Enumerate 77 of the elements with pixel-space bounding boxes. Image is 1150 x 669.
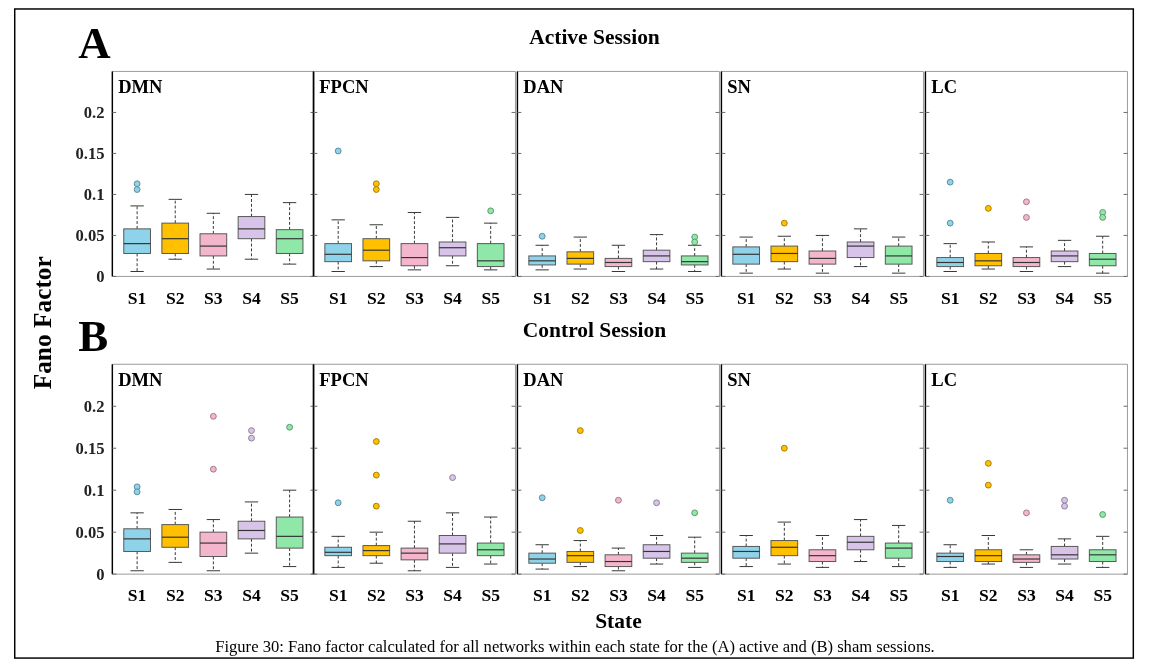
x-tick-label: S5	[1093, 287, 1113, 308]
y-axis-title: Fano Factor	[27, 256, 56, 390]
x-tick-label: S1	[940, 585, 960, 606]
x-tick-label: S1	[532, 585, 552, 606]
y-tick-label: 0.2	[83, 103, 105, 123]
text: Active Session	[529, 25, 660, 50]
x-tick-label: S1	[940, 287, 960, 308]
x-tick-label: S2	[367, 585, 386, 606]
y-tick-label: 0.15	[75, 439, 105, 459]
x-tick-label: S3	[204, 585, 223, 606]
x-tick-label: S1	[127, 585, 147, 606]
chart-title: DMN	[118, 368, 164, 390]
chart-title: LC	[931, 75, 958, 97]
x-tick-label: S5	[685, 585, 705, 606]
x-tick-label: S4	[443, 585, 463, 606]
chart-title: DAN	[523, 368, 565, 390]
x-tick-label: S2	[979, 287, 998, 308]
chart-title: SN	[727, 368, 752, 390]
chart-title: DAN	[523, 75, 565, 97]
x-tick-label: S4	[851, 585, 871, 606]
x-tick-label: S5	[481, 585, 501, 606]
x-tick-label: S4	[242, 585, 261, 606]
x-tick-label: S4	[647, 287, 667, 308]
x-tick-label: S3	[1017, 287, 1036, 308]
x-tick-label: S3	[405, 585, 424, 606]
x-tick-label: S5	[889, 585, 909, 606]
x-tick-label: S1	[736, 585, 756, 606]
x-tick-label: S5	[280, 585, 300, 606]
text: A	[78, 17, 112, 68]
x-tick-label: S5	[685, 287, 705, 308]
x-tick-label: S4	[242, 287, 261, 308]
x-tick-label: S4	[1055, 287, 1075, 308]
x-tick-label: S3	[813, 585, 832, 606]
y-tick-label: 0.15	[75, 144, 105, 164]
x-tick-label: S3	[813, 287, 832, 308]
x-axis-title: State	[595, 608, 642, 633]
x-tick-label: S2	[571, 585, 590, 606]
y-tick-label: 0.05	[75, 522, 105, 542]
x-tick-label: S3	[405, 287, 424, 308]
chart-title: DMN	[118, 75, 164, 97]
chart-title: FPCN	[319, 75, 370, 97]
x-tick-label: S4	[851, 287, 871, 308]
x-tick-label: S3	[609, 287, 628, 308]
y-tick-label: 0	[96, 564, 105, 584]
x-tick-label: S2	[571, 287, 590, 308]
y-tick-label: 0.1	[83, 480, 105, 500]
x-tick-label: S2	[775, 585, 794, 606]
caption: Figure 30: Fano factor calculated for all networks within each state for the (A) active and (B) sham sessions.	[215, 637, 935, 657]
x-tick-label: S3	[204, 287, 223, 308]
y-tick-label: 0.2	[83, 397, 105, 417]
x-tick-label: S2	[979, 585, 998, 606]
x-tick-label: S4	[647, 585, 667, 606]
x-tick-label: S1	[532, 287, 552, 308]
x-tick-label: S2	[165, 585, 185, 606]
chart-title: LC	[931, 368, 958, 390]
x-tick-label: S2	[367, 287, 386, 308]
x-tick-label: S3	[1017, 585, 1036, 606]
x-tick-label: S5	[889, 287, 909, 308]
text: B	[78, 310, 109, 361]
x-tick-label: S4	[1055, 585, 1075, 606]
x-tick-label: S4	[443, 287, 463, 308]
chart-title: FPCN	[319, 368, 370, 390]
y-tick-label: 0	[96, 267, 105, 287]
x-tick-label: S1	[127, 287, 147, 308]
x-tick-label: S5	[280, 287, 300, 308]
x-tick-label: S5	[1093, 585, 1113, 606]
x-tick-label: S1	[328, 287, 348, 308]
x-tick-label: S1	[328, 585, 348, 606]
y-tick-label: 0.05	[75, 226, 105, 246]
chart-title: SN	[727, 75, 752, 97]
x-tick-label: S5	[481, 287, 501, 308]
text: Control Session	[522, 317, 667, 342]
x-tick-label: S1	[736, 287, 756, 308]
x-tick-label: S2	[165, 287, 185, 308]
x-tick-label: S2	[775, 287, 794, 308]
x-tick-label: S3	[609, 585, 628, 606]
y-tick-label: 0.1	[83, 185, 105, 205]
